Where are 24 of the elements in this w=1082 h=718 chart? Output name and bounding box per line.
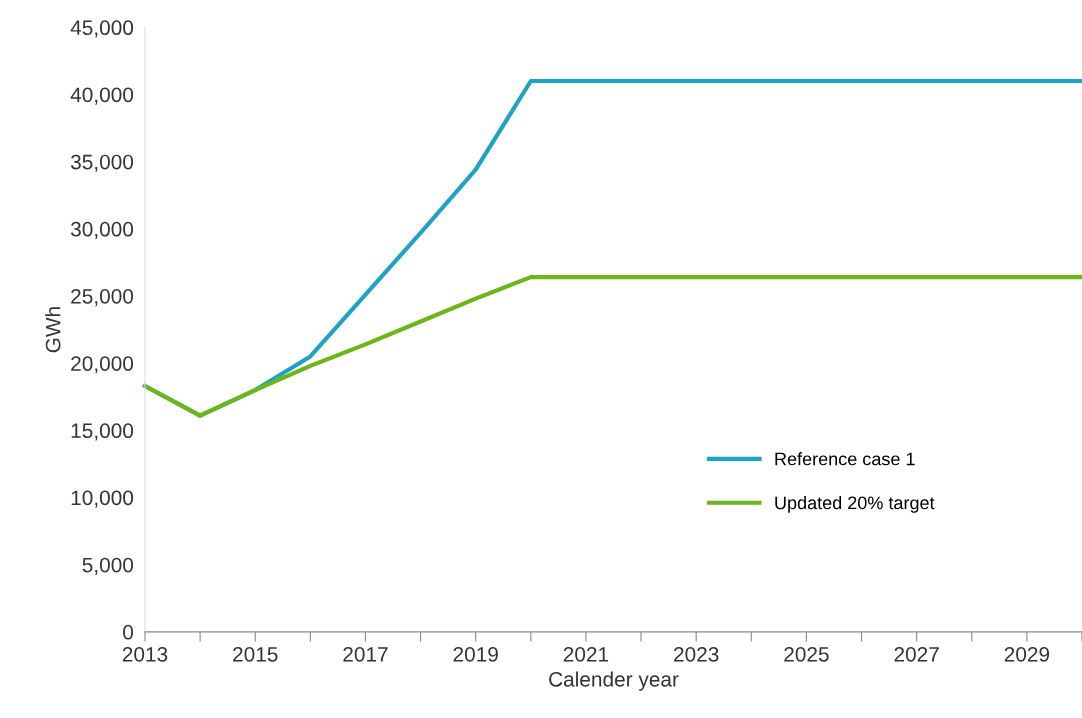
x-tick-label: 2013: [122, 646, 168, 662]
y-tick-label: 30,000: [70, 221, 134, 240]
legend-label: Reference case 1: [775, 452, 915, 466]
x-tick-label: 2027: [894, 646, 939, 662]
y-tick-label: 10,000: [71, 490, 134, 508]
y-tick-label: 15,000: [71, 423, 134, 441]
y-tick-label: 25,000: [71, 288, 134, 307]
y-tick-label: 5,000: [82, 557, 134, 575]
x-tick-label: 2015: [233, 646, 278, 662]
x-axis-title: Calender year: [549, 671, 679, 691]
y-tick-label: 40,000: [70, 87, 134, 105]
x-tick-label: 2017: [343, 646, 388, 662]
y-tick-label: 45,000: [70, 20, 134, 38]
y-axis-title: GWh: [45, 307, 61, 353]
y-tick-label: 0: [123, 624, 134, 640]
x-tick-label: 2019: [453, 646, 498, 662]
y-tick-label: 20,000: [71, 356, 134, 374]
x-tick-label: 2021: [563, 646, 609, 662]
legend-label: Updated 20% target: [775, 495, 935, 513]
x-tick-label: 2025: [784, 646, 829, 662]
x-tick-label: 2029: [1004, 646, 1050, 662]
x-tick-label: 2023: [674, 646, 719, 662]
line-series: [142, 275, 1082, 418]
y-tick-label: 35,000: [70, 154, 134, 172]
